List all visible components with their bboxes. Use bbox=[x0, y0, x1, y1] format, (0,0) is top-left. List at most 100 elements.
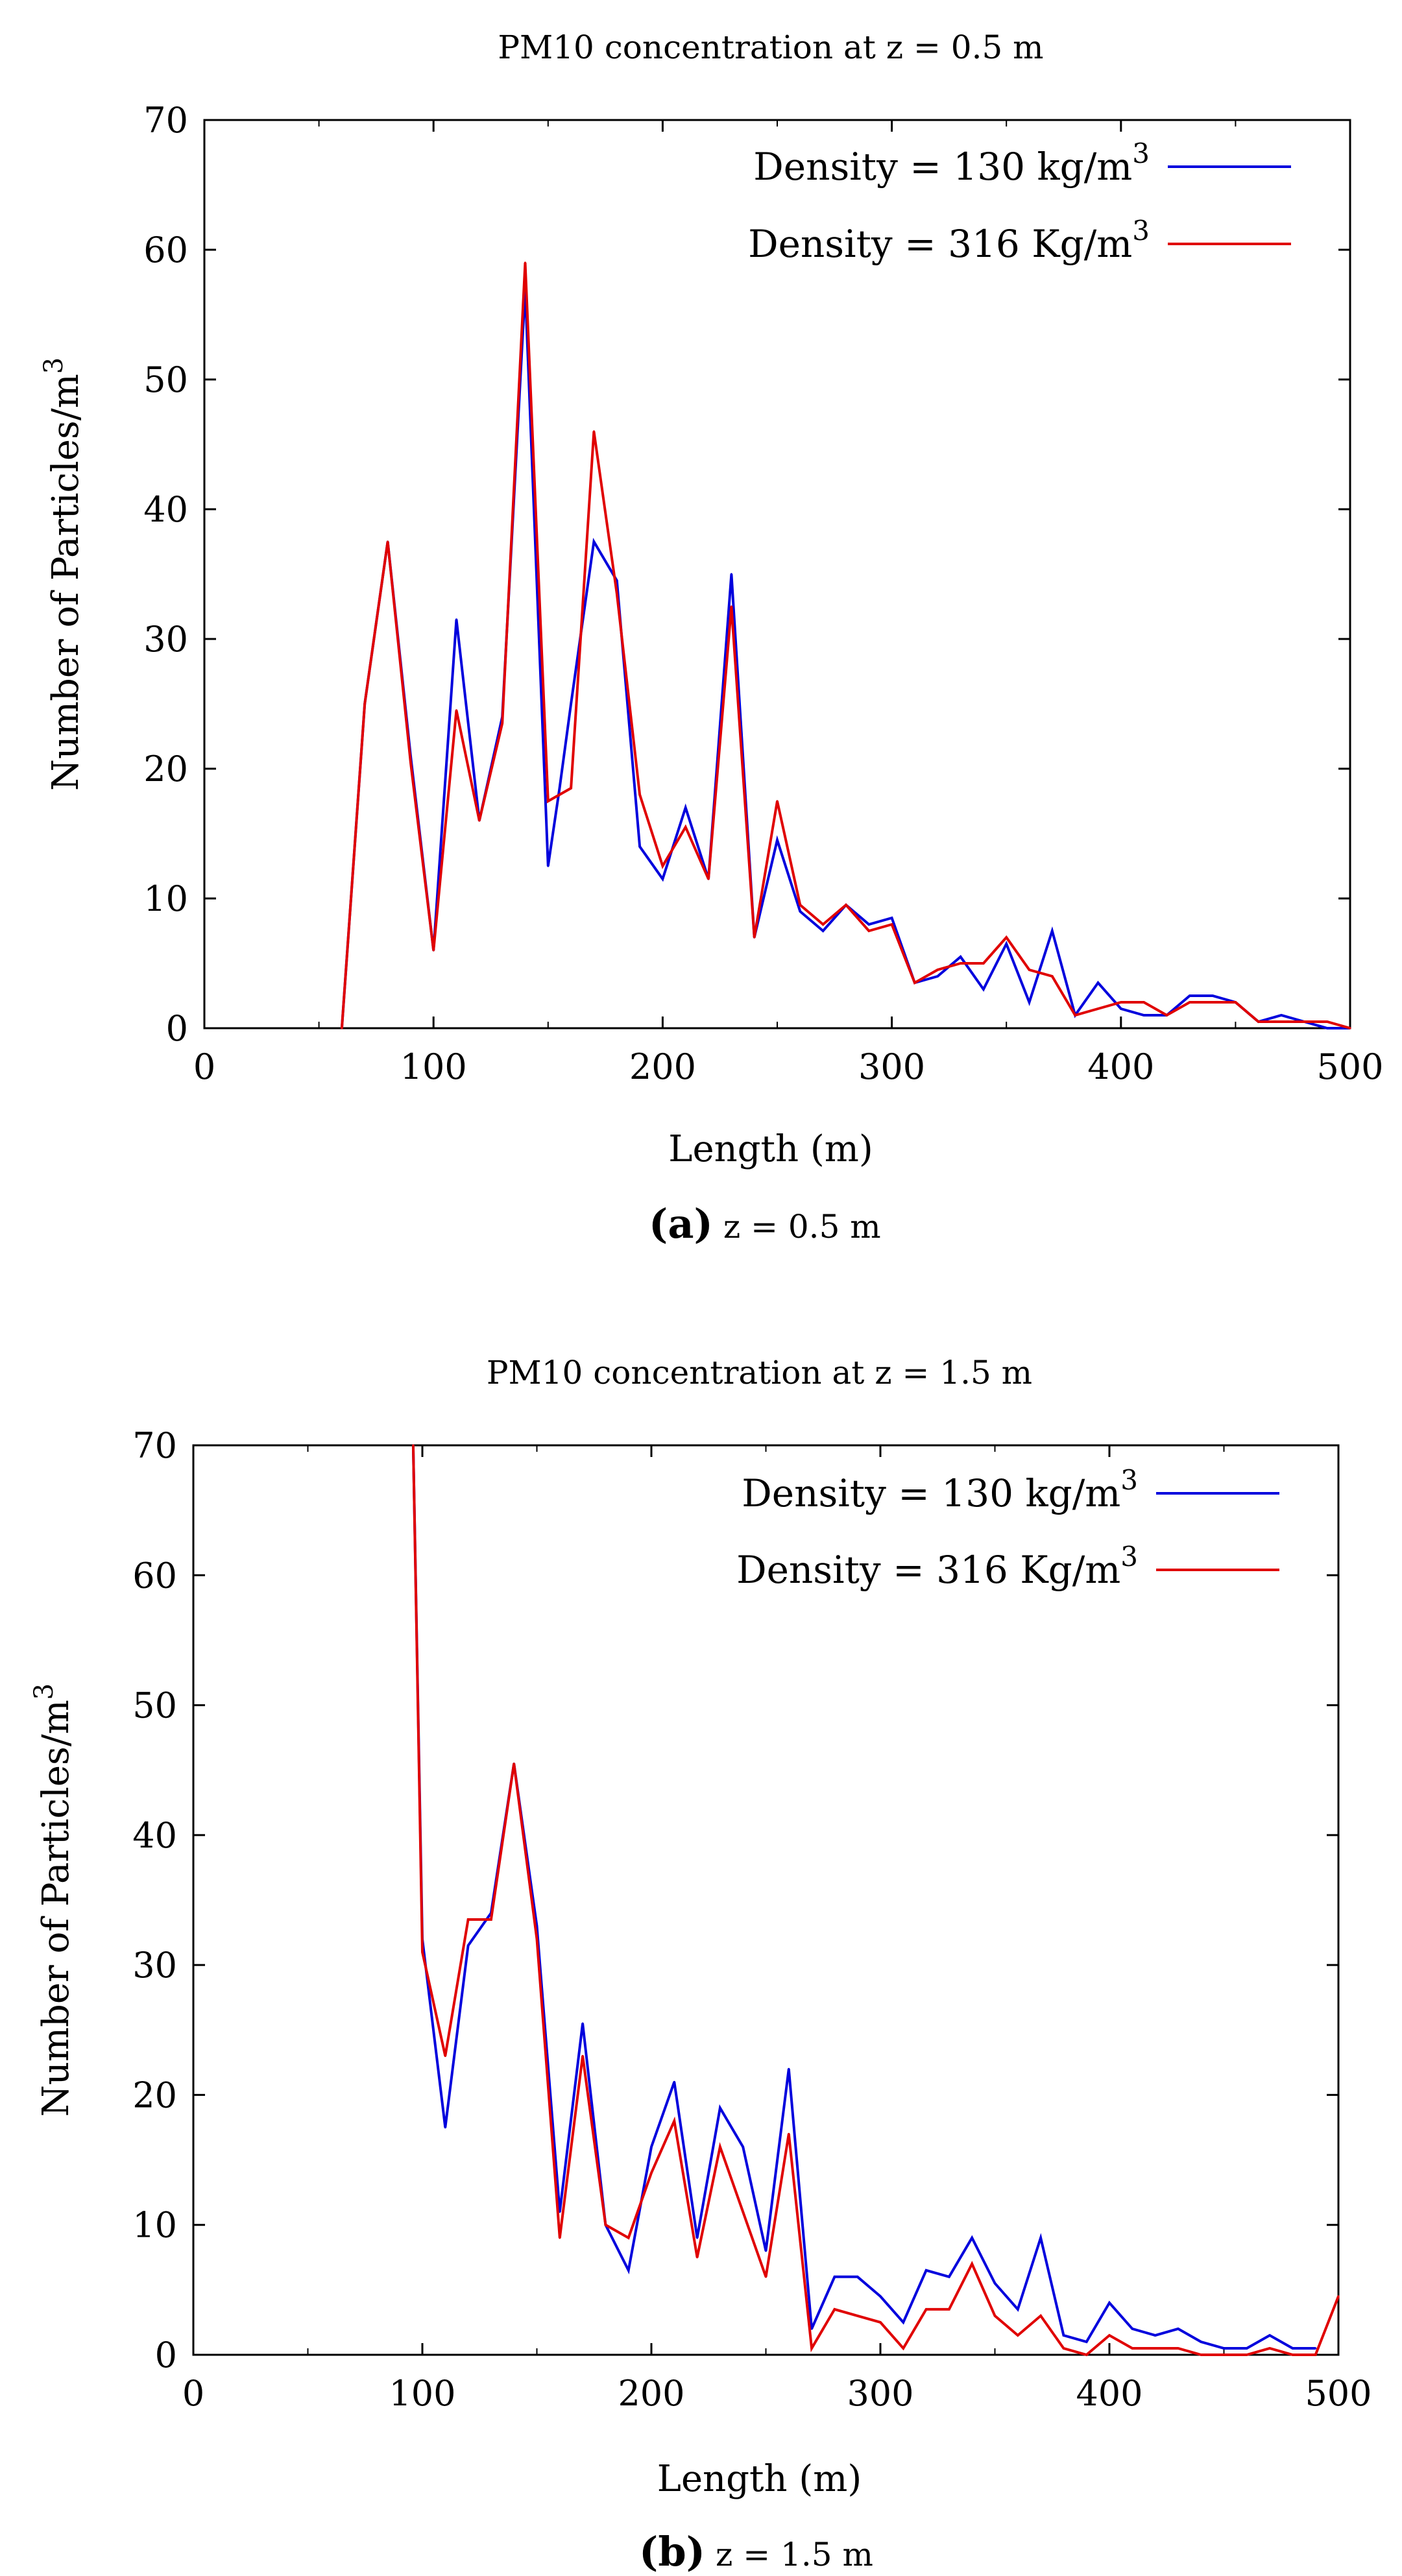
data-point bbox=[1039, 2237, 1042, 2239]
data-point bbox=[993, 2315, 997, 2317]
legend-label-superscript: 3 bbox=[1120, 1541, 1138, 1572]
x-tick-label: 400 bbox=[1087, 1046, 1154, 1087]
data-point bbox=[570, 787, 572, 789]
chart-panel-b: PM10 concentration at z = 1.5 m0 100 200 30… bbox=[29, 1354, 1372, 2500]
data-point bbox=[1291, 2353, 1294, 2356]
data-point bbox=[822, 923, 825, 926]
data-point bbox=[1005, 936, 1008, 939]
data-point bbox=[412, 1444, 415, 1447]
x-tick-label: 100 bbox=[400, 1046, 467, 1087]
data-point bbox=[1142, 1001, 1145, 1004]
legend-label-text: Density = 316 Kg/m bbox=[748, 222, 1132, 266]
y-axis-label-text: Number of Particles/m bbox=[35, 1700, 77, 2117]
series-line bbox=[411, 1445, 1340, 2357]
data-point bbox=[1177, 2328, 1179, 2330]
data-point bbox=[1177, 2347, 1179, 2350]
y-tick-label: 60 bbox=[132, 1555, 177, 1596]
data-point bbox=[788, 2067, 790, 2070]
data-point bbox=[1028, 1001, 1031, 1004]
x-tick-label: 500 bbox=[1316, 1046, 1383, 1087]
data-point bbox=[948, 2308, 950, 2311]
data-point bbox=[753, 936, 756, 939]
data-point bbox=[581, 2054, 584, 2057]
data-point bbox=[559, 2211, 561, 2213]
data-point bbox=[1085, 2341, 1088, 2343]
data-point bbox=[891, 923, 893, 926]
data-point bbox=[1246, 2353, 1248, 2356]
data-point bbox=[1062, 2347, 1065, 2350]
data-point bbox=[386, 540, 389, 543]
legend-label-text: Density = 130 kg/m bbox=[742, 1471, 1120, 1515]
legend-label-text: Density = 316 Kg/m bbox=[736, 1548, 1120, 1592]
data-point bbox=[559, 2237, 561, 2239]
caption-text: z = 1.5 m bbox=[716, 2536, 873, 2573]
data-point bbox=[730, 605, 732, 608]
data-point bbox=[444, 2126, 446, 2129]
data-point bbox=[1028, 969, 1031, 971]
data-point bbox=[1051, 930, 1054, 932]
data-point bbox=[867, 930, 870, 932]
x-tick-label: 300 bbox=[847, 2373, 913, 2414]
y-axis-label-text: Number of Particles/m bbox=[45, 374, 87, 791]
data-point bbox=[742, 2211, 744, 2213]
data-point bbox=[1326, 1020, 1329, 1023]
data-point bbox=[936, 975, 939, 978]
data-point bbox=[971, 2263, 973, 2265]
data-point bbox=[444, 2054, 446, 2057]
data-point bbox=[833, 2276, 836, 2278]
data-point bbox=[1200, 2341, 1202, 2343]
data-point bbox=[1074, 1014, 1076, 1017]
data-point bbox=[638, 793, 641, 796]
y-tick-label: 40 bbox=[132, 1815, 177, 1856]
data-point bbox=[627, 2237, 630, 2239]
data-point bbox=[925, 2308, 928, 2311]
figure-caption: (a) z = 0.5 m bbox=[649, 1200, 881, 1247]
data-point bbox=[547, 865, 550, 867]
caption-label: (b) bbox=[639, 2528, 705, 2575]
data-point bbox=[764, 2250, 767, 2252]
data-point bbox=[1280, 1020, 1283, 1023]
x-tick-label: 200 bbox=[618, 2373, 684, 2414]
data-point bbox=[776, 839, 779, 841]
data-point bbox=[467, 1944, 470, 1947]
y-axis-label: Number of Particles/m3 bbox=[39, 357, 87, 791]
data-point bbox=[1257, 1020, 1260, 1023]
y-tick-label: 0 bbox=[166, 1008, 188, 1049]
data-point bbox=[971, 2237, 973, 2239]
data-point bbox=[719, 2145, 721, 2149]
data-point bbox=[696, 2237, 699, 2239]
y-axis-label-superscript: 3 bbox=[39, 357, 69, 374]
data-point bbox=[501, 722, 503, 725]
data-point bbox=[684, 826, 687, 828]
x-tick-label: 300 bbox=[858, 1046, 925, 1087]
data-point bbox=[684, 806, 687, 809]
y-tick-label: 60 bbox=[143, 230, 188, 271]
data-point bbox=[959, 962, 962, 965]
data-point bbox=[650, 2145, 653, 2149]
y-tick-label: 50 bbox=[132, 1685, 177, 1726]
data-point bbox=[1200, 2353, 1202, 2356]
data-point bbox=[524, 261, 527, 264]
data-point bbox=[1154, 2334, 1157, 2337]
y-tick-label: 70 bbox=[143, 100, 188, 141]
data-point bbox=[776, 800, 779, 802]
data-point bbox=[891, 917, 893, 919]
data-point bbox=[1039, 2315, 1042, 2317]
y-tick-label: 20 bbox=[143, 749, 188, 789]
data-point bbox=[730, 573, 732, 575]
y-axis-label: Number of Particles/m3 bbox=[29, 1683, 77, 2117]
data-point bbox=[719, 2106, 721, 2110]
data-point bbox=[673, 2119, 675, 2123]
x-tick-label: 0 bbox=[182, 2373, 204, 2414]
legend-label-superscript: 3 bbox=[1120, 1464, 1138, 1496]
data-point bbox=[490, 1918, 492, 1921]
data-point bbox=[592, 430, 596, 433]
data-point bbox=[982, 962, 985, 965]
y-tick-label: 30 bbox=[143, 619, 188, 660]
data-point bbox=[959, 956, 962, 958]
data-point bbox=[799, 910, 801, 913]
data-point bbox=[432, 949, 435, 952]
data-point bbox=[1268, 2334, 1271, 2337]
